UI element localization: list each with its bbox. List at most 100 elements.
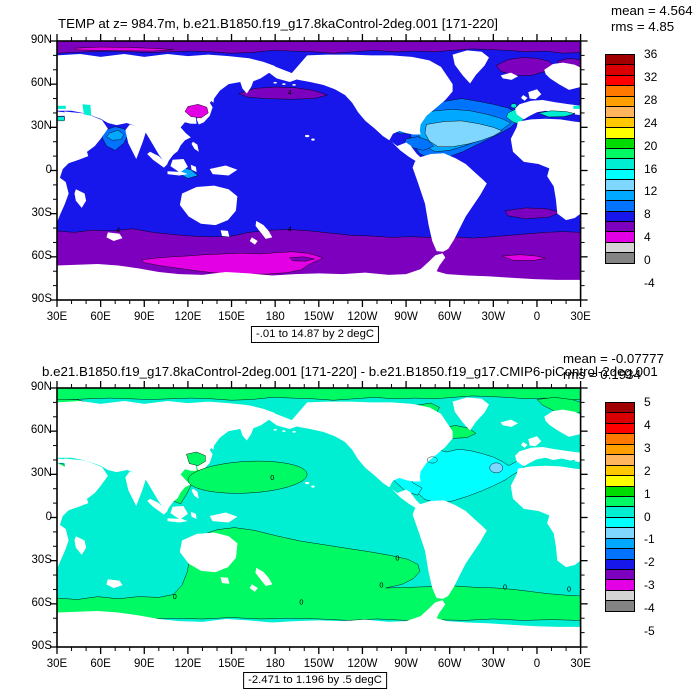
contour-range-caption-top: -.01 to 14.87 by 2 degC	[250, 326, 380, 343]
landmass	[510, 465, 581, 568]
landmass	[528, 89, 542, 100]
landmass	[500, 72, 519, 80]
colorbar-tick-label: 12	[644, 184, 658, 199]
landmass	[147, 151, 168, 168]
colorbar-tick-label: -1	[644, 532, 655, 547]
landmass	[170, 505, 188, 520]
x-axis-label: 60E	[90, 311, 111, 323]
panel-bottom-title: b.e21.B1850.f19_g17.8kaControl-2deg.001 …	[42, 364, 658, 379]
colorbar-tick-label: -2	[644, 555, 655, 570]
map-difference: 0 0 0 0 0 0 0	[57, 388, 581, 648]
landmass	[520, 441, 528, 448]
colorbar-tick-label: 0	[644, 253, 651, 268]
y-axis-label: 90N	[30, 34, 52, 46]
x-axis-label: 90W	[394, 311, 418, 323]
panel-top-title: TEMP at z= 984.7m, b.e21.B1850.f19_g17.8…	[58, 16, 498, 31]
x-axis-label: 60E	[90, 658, 111, 670]
contour-label: 0	[503, 582, 507, 591]
y-axis-label: 30S	[31, 553, 52, 566]
landmass	[191, 141, 199, 152]
landmass	[500, 419, 519, 427]
landmass	[574, 457, 581, 463]
landmass	[57, 600, 581, 647]
colorbar-tick-label: 36	[644, 47, 658, 61]
colorbar-bottom: 5 4 3 2 1 0 -1 -2 -3 -4 -5	[605, 395, 655, 638]
landmass	[544, 409, 581, 437]
colorbar-tick-label: 32	[644, 69, 658, 84]
landmass	[57, 458, 65, 463]
rms-value-bottom: rms = 0.1934	[563, 367, 641, 382]
landmass	[57, 400, 276, 512]
x-axis-label: 30E	[570, 658, 591, 670]
panel-bottom-stats: mean = -0.07777 rms = 0.1934	[563, 351, 664, 383]
landmass	[520, 94, 528, 101]
y-axis-label: 60N	[30, 424, 52, 437]
x-axis-label: 120W	[347, 658, 378, 670]
panel-top-stats: mean = 4.564 rms = 4.85	[611, 3, 693, 35]
landmass	[167, 518, 188, 523]
mean-value-top: mean = 4.564	[611, 3, 693, 18]
contour-label: 4	[288, 88, 292, 97]
x-axis-label: 180	[265, 311, 285, 323]
landmass	[57, 53, 276, 165]
y-axis-label: 60S	[31, 596, 52, 609]
landmass	[412, 153, 487, 252]
colorbar-tick-label: 28	[644, 92, 658, 107]
mean-value-bottom: mean = -0.07777	[563, 351, 664, 366]
x-axis-label: 120E	[174, 311, 202, 323]
landmass	[147, 498, 168, 515]
landmass	[574, 110, 581, 116]
landmass	[220, 230, 230, 237]
map-temperature: 4 4 4	[57, 41, 581, 301]
x-axis-label: 180	[265, 658, 285, 670]
colorbar-tick-label: -4	[644, 601, 655, 616]
x-axis-label: 150E	[218, 311, 245, 323]
colorbar-swatch	[605, 252, 635, 264]
x-axis-label: 150W	[303, 658, 334, 670]
contour-range-caption-bottom: -2.471 to 1.196 by .5 degC	[243, 672, 387, 689]
landmass	[452, 397, 489, 431]
contour-label: 4	[116, 225, 120, 234]
x-axis-label: 120E	[174, 658, 202, 670]
caption-text-top: -.01 to 14.87 by 2 degC	[255, 328, 375, 340]
landmass	[289, 54, 453, 162]
colorbar-tick-label: 3	[644, 440, 651, 455]
y-axis-label: 30N	[30, 467, 52, 480]
y-axis-label: 30S	[31, 206, 52, 219]
colorbar-tick-label: -3	[644, 578, 655, 593]
contour-label: 0	[379, 580, 383, 589]
landmass	[170, 158, 188, 173]
colorbar-tick-label: -4	[644, 276, 655, 290]
colorbar-tick-label: 1	[644, 486, 651, 501]
y-axis-label: 30N	[30, 120, 52, 133]
colorbar-top: 36 32 28 24 20 16 12 8 4 0 -4	[605, 47, 657, 290]
colorbar-tick-label: 8	[644, 207, 651, 222]
x-axis-label: 30W	[481, 311, 506, 323]
contour-label: 0	[299, 598, 303, 607]
map-frame-ticks	[50, 34, 588, 307]
x-axis-label: 150W	[303, 311, 334, 323]
landmass	[57, 462, 89, 570]
colorbar-tick-label: 2	[644, 463, 651, 478]
landmass	[57, 253, 581, 300]
landmass	[255, 220, 273, 239]
x-axis-label: 60W	[437, 658, 462, 670]
x-axis-label: 30E	[570, 311, 591, 323]
landmass	[249, 237, 258, 245]
landmass	[191, 488, 199, 499]
map-frame-ticks	[50, 381, 588, 654]
x-axis-label: 90W	[394, 658, 418, 670]
colorbar-tick-label: 4	[644, 230, 651, 245]
contour-label: 0	[395, 554, 399, 563]
landmass	[544, 62, 581, 90]
landmass	[452, 50, 489, 84]
landmass	[167, 171, 188, 176]
x-axis-label: 30E	[46, 311, 68, 323]
x-axis-label: 30W	[481, 658, 506, 670]
landmass	[515, 446, 581, 467]
landmass	[57, 111, 65, 116]
landmass	[179, 185, 238, 226]
colorbar-tick-label: 4	[644, 417, 651, 432]
colorbar-tick-label: 24	[644, 115, 658, 130]
